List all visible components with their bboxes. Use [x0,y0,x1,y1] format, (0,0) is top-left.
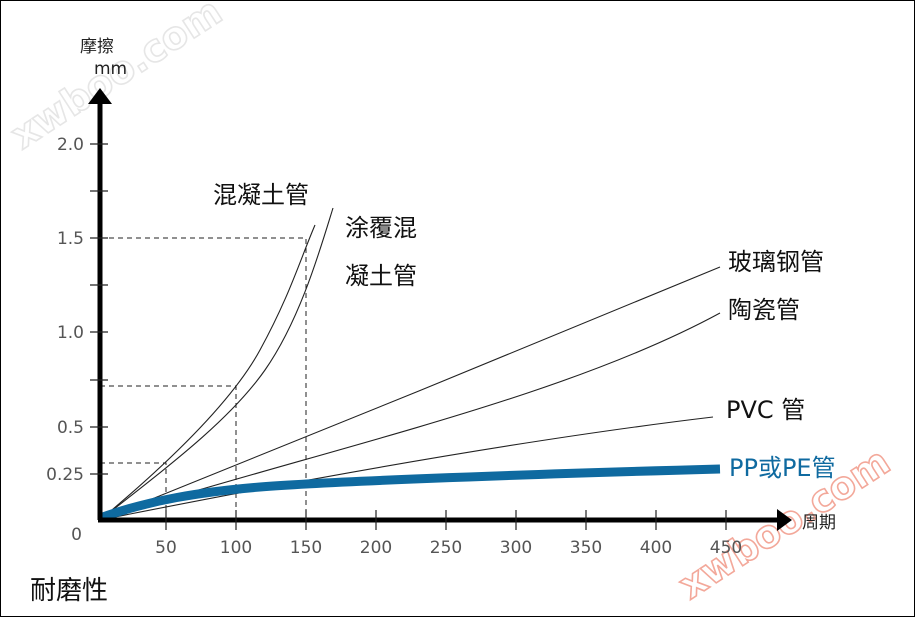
y-axis-unit: mm [94,59,127,79]
series-pppe-line [98,464,721,523]
x-axis: 50 100 150 200 250 300 350 400 450 周期 [98,509,836,558]
y-axis-title: 摩擦 [80,37,114,57]
chart-caption: 耐磨性 [30,576,109,606]
series-pvc-line [99,416,714,521]
x-tick-label: 400 [640,538,672,558]
y-axis-arrow-icon [88,88,112,104]
x-tick-label: 350 [570,538,602,558]
series-frp-line [99,266,721,521]
x-tick-label: 200 [360,538,392,558]
x-tick-label: 50 [155,538,177,558]
y-tick-label: 2.0 [57,135,84,155]
series-label-coated-concrete-line2: 凝土管 [345,262,417,290]
dashed-guides [100,237,307,520]
x-tick-label: 250 [430,538,462,558]
y-tick-label: 0 [71,525,82,545]
series-lines [99,207,721,521]
x-tick-label: 300 [500,538,532,558]
series-label-pppe: PP或PE管 [729,454,836,482]
x-axis-arrow-icon [777,509,792,531]
x-tick-label: 450 [710,538,742,558]
x-tick-label: 150 [290,538,322,558]
series-coated-concrete-line [99,207,334,521]
series-label-frp: 玻璃钢管 [728,248,824,276]
y-tick-label: 1.0 [57,323,84,343]
series-label-coated-concrete-line1: 涂覆混 [345,214,417,242]
series-ceramic-line [99,312,721,521]
series-label-concrete: 混凝土管 [213,181,309,209]
y-tick-label: 0.25 [46,465,84,485]
series-label-ceramic: 陶瓷管 [728,296,800,324]
x-axis-title: 周期 [802,513,836,533]
x-tick-label: 100 [220,538,252,558]
series-concrete-line [99,224,316,521]
y-axis: 2.0 1.5 1.0 0.5 0.25 0 摩擦 mm [46,37,127,545]
y-tick-label: 1.5 [57,229,84,249]
series-label-pvc: PVC 管 [726,396,805,424]
y-tick-label: 0.5 [57,418,84,438]
